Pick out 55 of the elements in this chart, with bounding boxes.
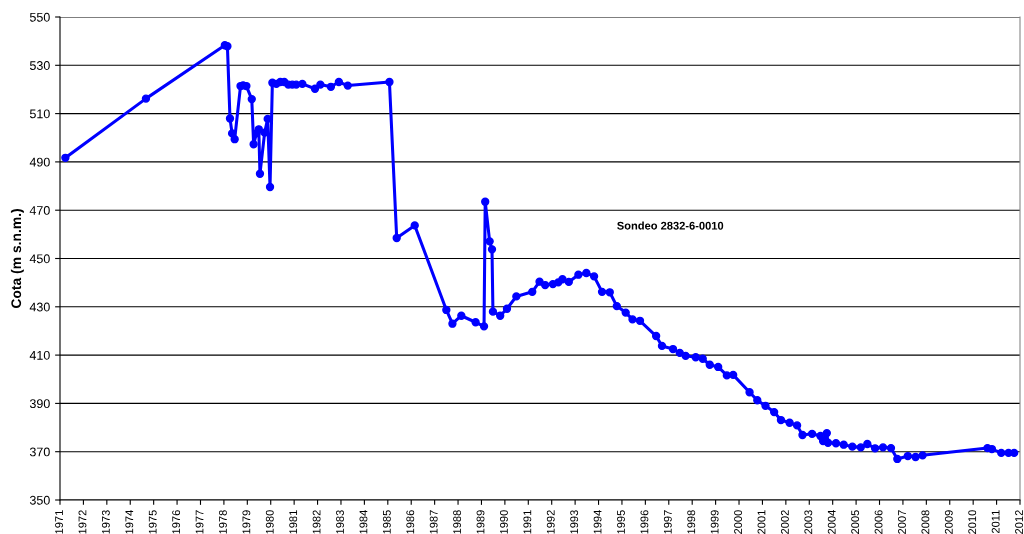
x-tick-label: 1983 bbox=[336, 510, 344, 534]
y-tick-label: 530 bbox=[29, 61, 50, 70]
x-tick-label: 1974 bbox=[125, 510, 134, 534]
x-tick-label: 1984 bbox=[359, 510, 368, 534]
x-tick-label: 1986 bbox=[406, 510, 415, 534]
x-tick-label: 1977 bbox=[195, 510, 204, 534]
x-tick-label: 2008 bbox=[921, 510, 930, 534]
x-tick-label: 1988 bbox=[453, 510, 462, 534]
x-tick-label: 1991 bbox=[523, 510, 532, 534]
x-tick-label: 1978 bbox=[219, 510, 227, 534]
x-tick-label: 2002 bbox=[780, 510, 789, 534]
y-tick-label: 490 bbox=[29, 157, 50, 167]
x-tick-label: 1975 bbox=[148, 510, 157, 534]
x-tick-label: 1976 bbox=[172, 510, 181, 534]
y-tick-label: 390 bbox=[29, 399, 50, 409]
y-tick-label: 410 bbox=[29, 350, 50, 360]
x-tick-label: 1999 bbox=[710, 510, 719, 534]
x-tick-label: 1987 bbox=[429, 510, 438, 534]
x-tick-label: 1981 bbox=[289, 510, 298, 534]
y-tick-label: 430 bbox=[29, 302, 50, 312]
x-tick-label: 2001 bbox=[757, 510, 766, 534]
x-tick-label: 2007 bbox=[898, 510, 906, 534]
y-tick-label: 510 bbox=[29, 109, 50, 119]
x-tick-label: 2005 bbox=[851, 510, 860, 534]
x-tick-label: 1997 bbox=[663, 510, 672, 534]
y-tick-label: 350 bbox=[29, 495, 50, 505]
x-tick-label: 1989 bbox=[476, 510, 485, 534]
x-tick-label: 1973 bbox=[101, 510, 110, 534]
y-tick-label: 550 bbox=[29, 12, 50, 22]
x-tick-label: 2009 bbox=[944, 510, 953, 534]
x-tick-label: 2003 bbox=[804, 510, 813, 534]
x-tick-label: 1996 bbox=[640, 510, 649, 534]
x-tick-label: 2010 bbox=[968, 510, 977, 534]
x-tick-label: 2012 bbox=[1015, 510, 1023, 534]
x-tick-label: 1992 bbox=[546, 510, 555, 534]
x-tick-label: 2004 bbox=[827, 510, 836, 534]
y-tick-label: 370 bbox=[29, 447, 50, 457]
x-tick-label: 2000 bbox=[734, 510, 743, 534]
x-tick-label: 1998 bbox=[687, 510, 696, 534]
x-tick-label: 1971 bbox=[55, 510, 63, 534]
x-tick-label: 1993 bbox=[570, 510, 579, 534]
y-tick-label: 470 bbox=[29, 206, 50, 215]
y-tick-label: 450 bbox=[29, 254, 50, 264]
x-tick-label: 2011 bbox=[991, 510, 1000, 534]
x-tick-label: 1980 bbox=[265, 510, 274, 534]
x-tick-label: 1982 bbox=[312, 510, 321, 534]
y-axis-title: Cota (m s.n.m.) bbox=[10, 209, 24, 309]
x-tick-label: 1994 bbox=[593, 510, 602, 534]
x-tick-label: 1995 bbox=[617, 510, 625, 534]
annotation: Sondeo 2832-6-0010 bbox=[617, 221, 724, 230]
x-tick-label: 2006 bbox=[874, 510, 883, 534]
x-tick-label: 1972 bbox=[78, 510, 87, 534]
x-tick-label: 1985 bbox=[382, 510, 391, 534]
x-tick-label: 1979 bbox=[242, 510, 251, 534]
x-tick-label: 1990 bbox=[499, 510, 508, 534]
